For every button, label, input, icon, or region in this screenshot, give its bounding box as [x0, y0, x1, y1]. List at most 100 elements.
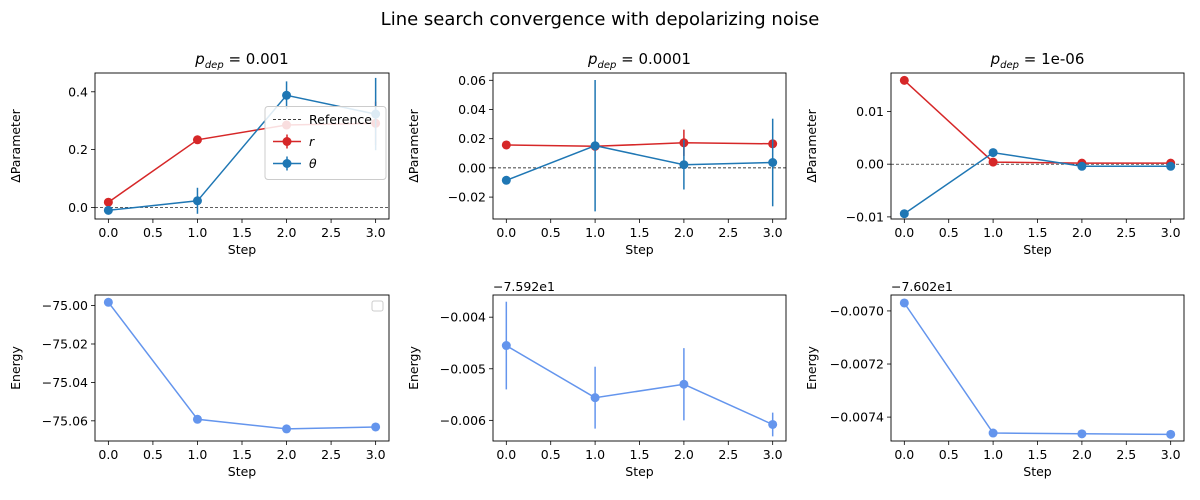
series-line: [506, 142, 773, 148]
legend-entry: θ: [273, 156, 317, 171]
legend-entry: Reference: [273, 112, 372, 127]
x-tick-label: 1.0: [983, 447, 1003, 462]
y-tick-label: 0.4: [68, 84, 88, 99]
y-axis-label: ΔParameter: [8, 108, 23, 182]
series-line: [506, 144, 773, 181]
x-tick-label: 2.0: [277, 225, 297, 240]
axes-frame: [94, 294, 390, 442]
x-tick-label: 0.0: [98, 447, 118, 462]
x-tick-label: 0.0: [894, 447, 914, 462]
panel-title: pdep = 0.0001: [587, 50, 691, 71]
x-tick-label: 0.0: [98, 225, 118, 240]
x-tick-label: 0.5: [939, 225, 959, 240]
x-tick-label: 1.0: [983, 225, 1003, 240]
data-point: [679, 160, 689, 170]
x-tick-label: 3.0: [366, 447, 386, 462]
x-tick-label: 1.5: [1028, 225, 1048, 240]
series-energy: [899, 298, 1176, 439]
data-point: [192, 135, 202, 145]
y-tick-label: −0.004: [440, 310, 486, 325]
x-tick-label: 0.0: [894, 225, 914, 240]
x-tick-label: 2.0: [674, 447, 694, 462]
series-line: [903, 302, 1171, 436]
axis-offset-label: −7.592e1: [493, 279, 555, 294]
panel-title-value: = 1e-06: [1019, 50, 1084, 68]
legend: Reference rθ: [264, 106, 387, 180]
x-tick-label: 3.0: [763, 447, 783, 462]
series-line: [903, 79, 1171, 164]
y-tick-label: −75.02: [42, 336, 88, 351]
y-tick-label: −75.04: [42, 375, 88, 390]
x-tick-label: 1.0: [188, 225, 208, 240]
x-tick-label: 1.0: [188, 447, 208, 462]
panel-title-value: = 0.0001: [616, 50, 691, 68]
y-axis-label: Energy: [406, 346, 421, 390]
series-energy: [501, 301, 778, 437]
data-point: [988, 148, 998, 158]
data-point: [590, 393, 600, 403]
data-point: [679, 379, 689, 389]
series-line: [505, 344, 774, 426]
series-line: [903, 151, 1171, 215]
y-tick-label: 0.0: [68, 200, 88, 215]
axes-frame: [890, 294, 1185, 442]
legend: [371, 300, 384, 312]
data-point: [371, 422, 381, 432]
x-tick-label: 2.5: [718, 447, 738, 462]
data-point: [282, 90, 292, 100]
x-tick-label: 0.5: [143, 225, 163, 240]
chart-panel-top-right: pdep = 1e-06 0.0 0.5 1.0 1.5 2.0 2.5 3.0 −0.01 0.…: [804, 50, 1185, 257]
panel-title: pdep = 0.001: [194, 50, 288, 71]
series-line: [107, 301, 376, 430]
y-tick-label: −75.00: [42, 298, 88, 313]
series-theta: [501, 80, 778, 212]
data-point: [103, 297, 113, 307]
data-point: [1077, 161, 1087, 171]
x-tick-label: 3.0: [1161, 225, 1181, 240]
data-point: [501, 175, 511, 185]
series-theta: [899, 148, 1176, 219]
series-r: [899, 75, 1176, 168]
chart-panel-top-middle: pdep = 0.0001 0.0 0.5 1.0 1.5 2.0 2.5 3.0 −0.02 0…: [406, 50, 787, 257]
x-axis-label: Step: [1023, 242, 1052, 257]
panel-title-symbol: p: [194, 50, 205, 68]
y-axis-label: Energy: [804, 346, 819, 390]
y-tick-label: 0.2: [68, 142, 88, 157]
y-tick-label: −0.0070: [830, 303, 884, 318]
series-energy: [103, 297, 381, 434]
data-point: [1166, 429, 1176, 439]
legend-label: θ: [309, 156, 317, 171]
data-point: [501, 341, 511, 351]
y-axis-label: ΔParameter: [804, 108, 819, 182]
panel-title-symbol: p: [990, 50, 1001, 68]
legend-handle-marker: [282, 159, 292, 168]
x-axis-label: Step: [625, 242, 654, 257]
y-tick-label: 0.04: [458, 102, 486, 117]
data-point: [768, 419, 778, 429]
data-point: [1077, 429, 1087, 439]
x-tick-label: 2.5: [1116, 447, 1136, 462]
y-tick-label: 0.06: [458, 73, 486, 88]
x-tick-label: 2.5: [321, 225, 341, 240]
data-point: [103, 197, 113, 207]
x-tick-label: 0.5: [541, 447, 561, 462]
series-line: [108, 94, 376, 212]
axes-frame: [890, 72, 1185, 220]
panels: pdep = 0.001 0.0 0.5 1.0 1.5 2.0 2.5 3.0 0.0 0.2 0…: [8, 50, 1185, 479]
panel-title-subscript: dep: [598, 60, 617, 71]
x-tick-label: 1.0: [585, 447, 605, 462]
y-tick-label: 0.00: [458, 160, 486, 175]
y-axis-label: ΔParameter: [406, 108, 421, 182]
y-tick-label: −0.01: [846, 209, 884, 224]
panel-title-symbol: p: [587, 50, 598, 68]
panel-title-subscript: dep: [205, 60, 224, 71]
x-tick-label: 1.0: [585, 225, 605, 240]
x-tick-label: 0.0: [496, 225, 516, 240]
x-tick-label: 2.0: [674, 225, 694, 240]
y-tick-label: −75.06: [42, 413, 88, 428]
x-tick-label: 1.5: [630, 225, 650, 240]
x-tick-label: 2.0: [1072, 447, 1092, 462]
y-tick-label: 0.00: [856, 157, 884, 172]
legend-label: r: [309, 134, 315, 149]
data-point: [103, 205, 113, 215]
